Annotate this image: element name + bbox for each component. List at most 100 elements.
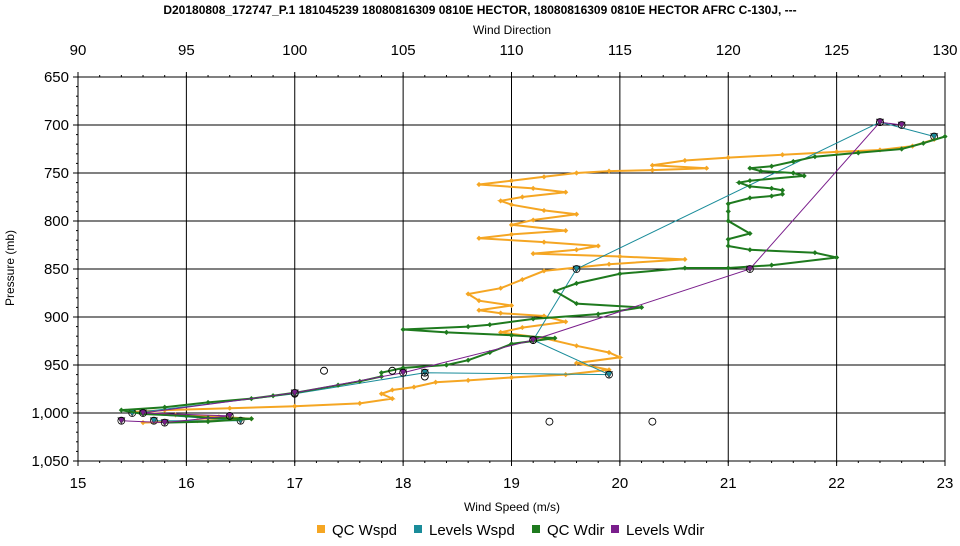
data-point-qc-wspd xyxy=(498,285,504,291)
data-point-qc-wspd xyxy=(541,207,547,214)
data-point-marker-levels-wdir xyxy=(399,368,408,377)
left-axis-tick-label: 1,050 xyxy=(31,453,69,470)
data-point-levels-wdir xyxy=(897,121,906,129)
scatter-point xyxy=(648,417,657,426)
data-point-marker-levels-wdir xyxy=(225,411,234,420)
data-point-qc-wspd xyxy=(530,217,536,223)
data-point-qc-wspd xyxy=(834,149,840,155)
data-point-levels-wdir xyxy=(875,118,884,126)
data-point-qc-wdir xyxy=(747,230,753,237)
data-point-qc-wdir xyxy=(552,335,558,341)
data-point-qc-wspd xyxy=(378,391,385,397)
top-axis-tick-label: 125 xyxy=(824,42,849,59)
data-point-levels-wdir xyxy=(117,417,126,425)
bottom-axis-tick-label: 19 xyxy=(503,475,520,492)
data-point-marker-levels-wdir xyxy=(139,409,147,417)
data-point-qc-wdir xyxy=(747,247,753,253)
series-layer xyxy=(117,118,948,427)
data-point-qc-wspd xyxy=(563,228,569,234)
data-point-levels-wspd xyxy=(605,371,614,379)
data-point-qc-wdir xyxy=(617,271,623,277)
data-point-qc-wspd xyxy=(389,396,395,402)
legend: QC Wspd Levels Wspd QC Wdir Levels Wdir xyxy=(317,522,704,539)
data-point-levels-wdir xyxy=(745,265,754,273)
data-point-marker-levels-wspd xyxy=(572,265,581,273)
data-point-qc-wspd xyxy=(541,174,547,180)
legend-label-levels-wdir: Levels Wdir xyxy=(626,522,704,539)
left-axis-tick-label: 800 xyxy=(44,213,69,230)
data-point-qc-wdir xyxy=(400,326,406,333)
data-point-qc-wspd xyxy=(411,384,417,390)
scatter-point xyxy=(545,417,554,426)
data-point-qc-wdir xyxy=(682,265,688,271)
data-point-qc-wdir xyxy=(769,163,775,169)
data-point-qc-wdir xyxy=(573,300,580,307)
data-point-qc-wdir xyxy=(747,165,753,171)
top-axis-tick-label: 130 xyxy=(932,42,957,59)
data-point-qc-wspd xyxy=(292,403,298,409)
legend-label-qc-wdir: QC Wdir xyxy=(547,522,605,539)
data-point-qc-wdir xyxy=(725,208,731,214)
data-point-qc-wdir xyxy=(899,146,905,152)
data-point-qc-wspd xyxy=(508,202,515,208)
legend-swatch-qc-wspd xyxy=(317,525,325,533)
data-point-qc-wspd xyxy=(476,235,482,241)
scatter-point xyxy=(420,372,429,381)
data-point-qc-wspd xyxy=(606,367,612,373)
data-point-qc-wdir xyxy=(801,173,807,179)
legend-swatch-levels-wdir xyxy=(611,525,619,533)
data-point-qc-wdir xyxy=(790,158,796,165)
data-point-marker-levels-wdir xyxy=(529,336,538,344)
data-point-qc-wdir xyxy=(855,150,861,156)
data-point-qc-wspd xyxy=(725,155,731,161)
data-point-qc-wdir xyxy=(443,329,450,335)
data-point-levels-wspd xyxy=(930,133,939,141)
data-point-levels-wdir xyxy=(529,336,538,344)
legend-swatch-qc-wdir xyxy=(532,525,540,533)
data-point-qc-wspd xyxy=(779,152,786,158)
data-point-levels-wdir xyxy=(139,409,148,417)
left-axis-tick-label: 950 xyxy=(44,357,69,374)
data-point-marker-levels-wdir xyxy=(897,121,906,129)
data-point-qc-wdir xyxy=(942,133,948,140)
data-point-qc-wspd xyxy=(140,420,146,426)
data-point-qc-wspd xyxy=(530,185,536,191)
data-point-qc-wspd xyxy=(508,231,515,238)
data-point-levels-wdir xyxy=(399,369,408,377)
data-point-qc-wdir xyxy=(573,280,580,286)
bottom-axis-tick-label: 18 xyxy=(395,475,412,492)
bottom-axis-label: Wind Speed (m/s) xyxy=(464,500,560,514)
data-point-levels-wspd xyxy=(149,417,158,425)
data-point-marker-levels-wdir xyxy=(117,416,126,425)
bottom-axis-tick-label: 16 xyxy=(178,475,195,492)
data-point-qc-wdir xyxy=(725,265,731,271)
left-axis-tick-label: 900 xyxy=(44,309,69,326)
data-point-qc-wdir xyxy=(812,154,818,160)
top-axis-label: Wind Direction xyxy=(473,23,551,37)
data-point-qc-wspd xyxy=(508,178,515,184)
legend-swatch-levels-wspd xyxy=(414,525,422,533)
data-point-qc-wdir xyxy=(769,193,775,199)
data-point-qc-wspd xyxy=(433,379,439,385)
data-point-qc-wspd xyxy=(519,194,525,200)
data-point-qc-wspd xyxy=(617,354,623,360)
data-point-marker-levels-wdir xyxy=(746,265,754,273)
data-point-qc-wspd xyxy=(573,343,580,349)
left-axis-tick-label: 750 xyxy=(44,165,69,182)
data-point-marker-levels-wspd xyxy=(149,416,158,425)
data-point-qc-wdir xyxy=(595,311,601,317)
left-axis-label: Pressure (mb) xyxy=(3,230,17,306)
data-point-qc-wspd xyxy=(682,256,688,262)
chart-title: D20180808_172747_P.1 181045239 180808163… xyxy=(163,3,796,17)
data-point-qc-wdir xyxy=(638,304,645,310)
top-axis-tick-label: 105 xyxy=(391,42,416,59)
legend-label-qc-wspd: QC Wspd xyxy=(332,522,397,539)
data-point-qc-wdir xyxy=(779,191,786,197)
data-point-qc-wdir xyxy=(725,236,731,242)
data-point-qc-wdir xyxy=(465,357,471,363)
data-point-qc-wspd xyxy=(606,349,612,356)
bottom-axis-tick-label: 20 xyxy=(612,475,629,492)
data-point-qc-wdir xyxy=(552,288,558,294)
data-point-marker-levels-wspd xyxy=(420,368,429,377)
